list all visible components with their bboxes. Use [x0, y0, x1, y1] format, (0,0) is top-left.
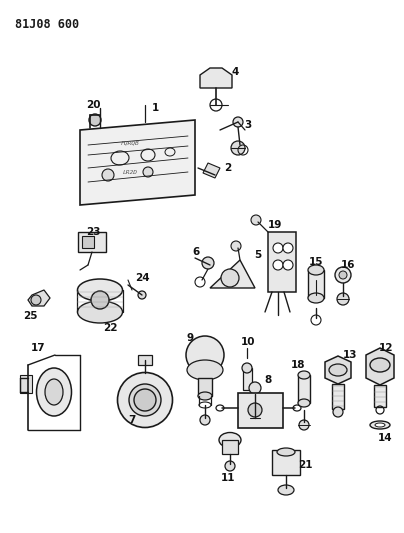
- Circle shape: [283, 243, 293, 253]
- Polygon shape: [203, 163, 220, 178]
- Ellipse shape: [78, 279, 122, 301]
- Text: 23: 23: [86, 227, 100, 237]
- Circle shape: [251, 215, 261, 225]
- Circle shape: [335, 267, 351, 283]
- Circle shape: [102, 169, 114, 181]
- Text: 8: 8: [264, 375, 271, 385]
- Text: 13: 13: [343, 350, 357, 360]
- Circle shape: [333, 407, 343, 417]
- Bar: [82, 236, 94, 248]
- Circle shape: [91, 291, 109, 309]
- Text: 14: 14: [378, 433, 392, 443]
- Text: FQRQB: FQRQB: [121, 141, 139, 146]
- Text: 81J08 600: 81J08 600: [15, 18, 79, 31]
- Text: 24: 24: [135, 273, 149, 283]
- Polygon shape: [272, 450, 300, 475]
- Circle shape: [138, 291, 146, 299]
- Text: 2: 2: [224, 163, 231, 173]
- Ellipse shape: [370, 358, 390, 372]
- Bar: [374, 385, 386, 407]
- Ellipse shape: [278, 485, 294, 495]
- Bar: [308, 270, 324, 298]
- Text: 18: 18: [291, 360, 305, 370]
- Polygon shape: [80, 120, 195, 205]
- Text: 20: 20: [86, 100, 100, 110]
- Text: 7: 7: [128, 415, 136, 425]
- Circle shape: [273, 260, 283, 270]
- Text: 21: 21: [298, 460, 312, 470]
- Ellipse shape: [219, 432, 241, 448]
- Text: 1: 1: [152, 103, 159, 113]
- Circle shape: [31, 295, 41, 305]
- Text: 22: 22: [103, 323, 117, 333]
- Text: 9: 9: [186, 333, 194, 343]
- Bar: [222, 440, 238, 454]
- Text: 16: 16: [341, 260, 355, 270]
- Circle shape: [231, 241, 241, 251]
- Polygon shape: [200, 68, 232, 88]
- Polygon shape: [210, 260, 255, 288]
- Ellipse shape: [187, 360, 223, 380]
- Text: 10: 10: [241, 337, 255, 347]
- Ellipse shape: [308, 293, 324, 303]
- Ellipse shape: [298, 371, 310, 379]
- Bar: [198, 378, 212, 396]
- Text: LR2D: LR2D: [122, 169, 137, 174]
- Ellipse shape: [198, 392, 212, 400]
- Circle shape: [242, 363, 252, 373]
- Ellipse shape: [129, 384, 161, 416]
- Polygon shape: [366, 348, 394, 385]
- Ellipse shape: [45, 379, 63, 405]
- Ellipse shape: [118, 373, 173, 427]
- Text: 17: 17: [31, 343, 45, 353]
- Bar: [238, 393, 283, 428]
- Text: 25: 25: [23, 311, 37, 321]
- Text: 11: 11: [221, 473, 235, 483]
- Text: 6: 6: [192, 247, 200, 257]
- Circle shape: [233, 117, 243, 127]
- Ellipse shape: [186, 336, 224, 374]
- Circle shape: [221, 269, 239, 287]
- Circle shape: [89, 114, 101, 126]
- Ellipse shape: [308, 265, 324, 275]
- Bar: [20, 375, 32, 393]
- Ellipse shape: [329, 364, 347, 376]
- Text: 4: 4: [231, 67, 239, 77]
- Ellipse shape: [78, 301, 122, 323]
- Circle shape: [273, 243, 283, 253]
- Circle shape: [200, 415, 210, 425]
- Text: 5: 5: [255, 250, 262, 260]
- Text: 12: 12: [379, 343, 393, 353]
- Ellipse shape: [36, 368, 72, 416]
- Circle shape: [299, 420, 309, 430]
- Bar: [78, 232, 106, 252]
- Polygon shape: [325, 356, 351, 384]
- Ellipse shape: [370, 421, 390, 429]
- Circle shape: [202, 257, 214, 269]
- Ellipse shape: [298, 399, 310, 407]
- Circle shape: [143, 167, 153, 177]
- Circle shape: [134, 389, 156, 411]
- Text: 3: 3: [244, 120, 252, 130]
- Text: 15: 15: [309, 257, 323, 267]
- Circle shape: [339, 271, 347, 279]
- Circle shape: [248, 403, 262, 417]
- Bar: [298, 375, 310, 403]
- Bar: [268, 232, 296, 292]
- Bar: [138, 355, 152, 365]
- Circle shape: [283, 260, 293, 270]
- Circle shape: [225, 461, 235, 471]
- Bar: [243, 368, 252, 390]
- Polygon shape: [28, 290, 50, 306]
- Ellipse shape: [277, 448, 295, 456]
- Circle shape: [249, 382, 261, 394]
- Bar: [332, 384, 344, 409]
- Ellipse shape: [375, 423, 385, 427]
- Text: 19: 19: [268, 220, 282, 230]
- Circle shape: [337, 293, 349, 305]
- Circle shape: [231, 141, 245, 155]
